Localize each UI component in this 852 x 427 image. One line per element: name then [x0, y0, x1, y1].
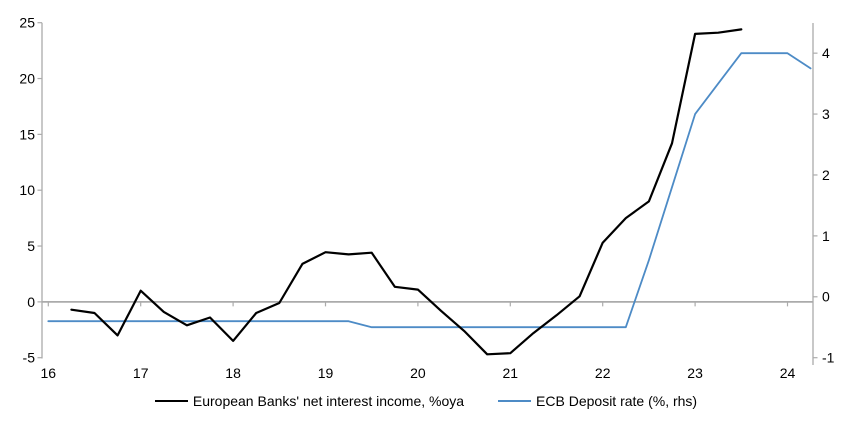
x-tick-label: 18 — [225, 365, 241, 381]
x-tick-label: 19 — [318, 365, 334, 381]
x-tick-label: 23 — [687, 365, 703, 381]
series-line-ecb-deposit-rate-rhs — [47, 52, 812, 329]
chart-legend: European Banks' net interest income, %oy… — [0, 393, 852, 409]
x-tick-label: 17 — [133, 365, 149, 381]
right-tick-label: 1 — [822, 228, 830, 244]
left-tick-label: 10 — [19, 182, 35, 198]
left-tick-label: -5 — [23, 350, 36, 366]
left-tick-label: 20 — [19, 70, 35, 86]
legend-item-net-interest-income: European Banks' net interest income, %oy… — [154, 393, 465, 409]
right-tick-label: 0 — [822, 289, 830, 305]
left-tick-label: 25 — [19, 15, 35, 31]
legend-label-net-interest-income: European Banks' net interest income, %oy… — [192, 393, 465, 409]
legend-label-ecb-deposit-rate: ECB Deposit rate (%, rhs) — [536, 393, 698, 409]
left-tick-label: 15 — [19, 126, 35, 142]
left-tick-label: 5 — [27, 238, 35, 254]
x-tick-label: 24 — [780, 365, 796, 381]
right-tick-label: -1 — [822, 350, 835, 366]
right-tick-label: 3 — [822, 106, 830, 122]
x-tick-label: 16 — [41, 365, 57, 381]
series-line-european-banks-net-interest-income-oya — [70, 28, 743, 356]
black-line-swatch — [154, 400, 188, 402]
legend-item-ecb-deposit-rate: ECB Deposit rate (%, rhs) — [498, 393, 697, 409]
blue-line-swatch — [498, 400, 532, 402]
x-tick-label: 21 — [503, 365, 519, 381]
right-tick-label: 4 — [822, 45, 830, 61]
right-tick-label: 2 — [822, 167, 830, 183]
left-tick-label: 0 — [27, 294, 35, 310]
x-tick-label: 22 — [595, 365, 611, 381]
x-tick-label: 20 — [410, 365, 426, 381]
